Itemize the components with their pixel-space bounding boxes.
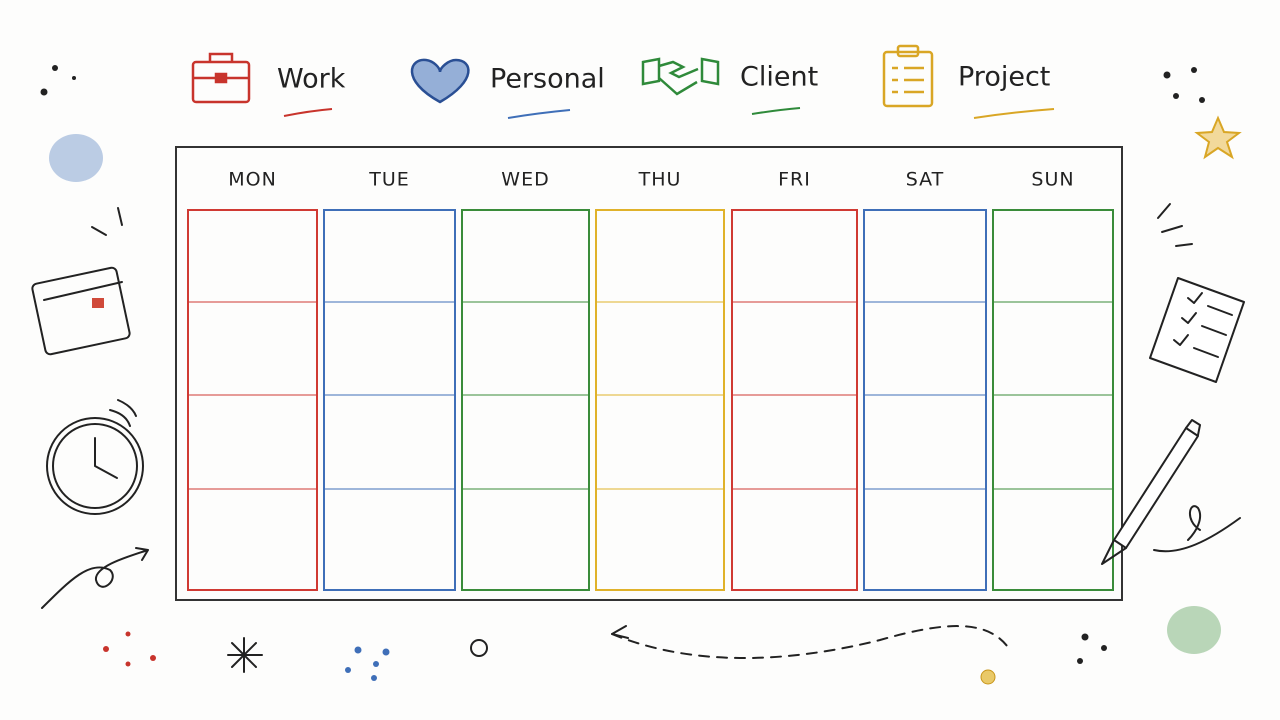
underline bbox=[973, 108, 1055, 119]
underline bbox=[283, 108, 333, 117]
legend-label: Client bbox=[740, 62, 818, 93]
day-label: SAT bbox=[906, 169, 945, 191]
week-columns: MON TUE WED THU FRI SAT SUN bbox=[187, 169, 1114, 591]
day-label: MON bbox=[228, 169, 277, 191]
day-label: SUN bbox=[1031, 169, 1074, 191]
day-label: THU bbox=[638, 169, 682, 191]
underline bbox=[507, 109, 571, 119]
day-column bbox=[461, 209, 590, 591]
day-column bbox=[863, 209, 987, 591]
day-column bbox=[595, 209, 725, 591]
legend-label: Project bbox=[958, 62, 1050, 93]
client-icon bbox=[641, 57, 720, 96]
day-label: FRI bbox=[778, 169, 811, 191]
day-label: TUE bbox=[368, 169, 410, 191]
day-column bbox=[323, 209, 456, 591]
legend-label: Work bbox=[277, 64, 346, 95]
decorations bbox=[31, 65, 1245, 685]
legend-label: Personal bbox=[490, 64, 605, 95]
day-column bbox=[187, 209, 318, 591]
day-column bbox=[731, 209, 858, 591]
personal-icon bbox=[410, 58, 470, 104]
day-label: WED bbox=[501, 169, 549, 191]
work-icon bbox=[191, 52, 251, 104]
day-column bbox=[992, 209, 1114, 591]
board-frame bbox=[175, 146, 1123, 601]
legend: Work Personal Client Project bbox=[191, 44, 1055, 119]
project-icon bbox=[882, 44, 934, 108]
underline bbox=[751, 107, 801, 115]
